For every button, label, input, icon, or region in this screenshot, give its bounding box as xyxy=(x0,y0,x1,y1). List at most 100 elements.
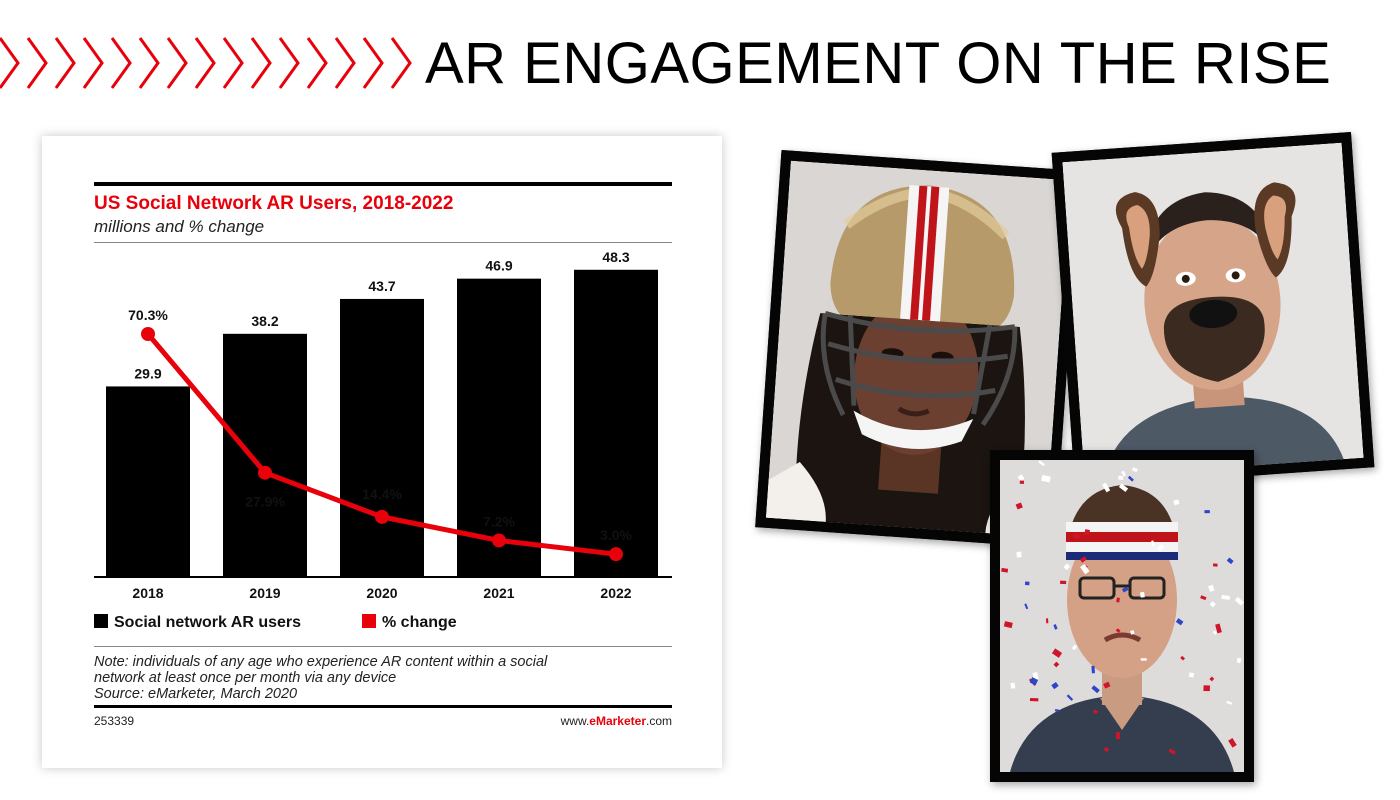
legend-label-users: Social network AR users xyxy=(114,614,301,631)
confetti-piece xyxy=(1091,665,1095,674)
confetti-piece xyxy=(1115,628,1121,633)
confetti-piece xyxy=(1072,532,1080,539)
chevron-icon xyxy=(250,37,272,89)
confetti-piece xyxy=(1130,630,1135,635)
note-line-1: Note: individuals of any age who experie… xyxy=(94,654,548,670)
pct-value-label-2022: 3.0% xyxy=(600,527,632,543)
helmet-filter-photo xyxy=(755,149,1081,549)
confetti-piece xyxy=(1118,475,1124,481)
chevron-icon xyxy=(222,37,244,89)
bottom-rule xyxy=(94,705,672,708)
top-rule xyxy=(94,182,672,186)
x-axis-line xyxy=(94,576,672,578)
confetti-piece xyxy=(1029,677,1039,686)
chart-card: US Social Network AR Users, 2018-2022 mi… xyxy=(42,136,722,768)
confetti-piece xyxy=(1212,563,1218,567)
source-url-prefix: www. xyxy=(560,714,590,728)
legend-swatch-users xyxy=(94,614,108,628)
confetti-piece xyxy=(1228,738,1237,748)
confetti-piece xyxy=(1204,510,1210,514)
confetti-piece xyxy=(1045,618,1049,624)
confetti-piece xyxy=(1168,748,1176,755)
bar-value-label-2021: 46.9 xyxy=(485,258,512,274)
pct-point-2021 xyxy=(492,533,506,548)
legend-swatch-change xyxy=(362,614,376,628)
pct-point-2019 xyxy=(258,465,272,480)
source-url: www.eMarketer.com xyxy=(560,714,672,728)
confetti-piece xyxy=(1017,474,1025,482)
confetti-piece xyxy=(1102,482,1111,493)
confetti-piece xyxy=(1208,584,1215,592)
bar-2021 xyxy=(457,278,541,576)
chevron-icon xyxy=(138,37,160,89)
chevron-icon xyxy=(26,37,48,89)
confetti-piece xyxy=(1063,563,1071,571)
chart-id: 253339 xyxy=(94,714,134,728)
confetti-piece xyxy=(1226,557,1234,565)
confetti-piece xyxy=(1003,621,1013,629)
confetti-piece xyxy=(1053,661,1060,668)
chevron-icon xyxy=(278,37,300,89)
confetti-piece xyxy=(1173,499,1180,506)
confetti-piece xyxy=(1121,470,1127,477)
chevron-icon xyxy=(390,37,412,89)
pct-value-label-2019: 27.9% xyxy=(245,494,285,510)
source-line: Source: eMarketer, March 2020 xyxy=(94,686,297,702)
x-tick-2019: 2019 xyxy=(249,585,280,601)
confetti-piece xyxy=(1212,630,1218,635)
confetti-piece xyxy=(1041,475,1051,483)
confetti-piece xyxy=(1001,567,1009,573)
chevron-decoration-icon xyxy=(0,37,412,89)
confetti-piece xyxy=(1151,540,1155,546)
bar-line-chart: US Social Network AR Users, 2018-2022 mi… xyxy=(94,182,672,728)
confetti-headband-filter-photo xyxy=(990,450,1254,782)
bar-2019 xyxy=(223,333,307,576)
bar-2020 xyxy=(340,298,424,576)
x-tick-2022: 2022 xyxy=(600,585,631,601)
confetti-piece xyxy=(1118,483,1129,493)
chevron-icon xyxy=(82,37,104,89)
confetti-piece xyxy=(1029,697,1039,702)
confetti-piece xyxy=(1091,685,1100,694)
confetti-piece xyxy=(1051,648,1063,658)
confetti-piece xyxy=(1209,601,1216,608)
confetti-piece xyxy=(1066,694,1074,701)
confetti-piece xyxy=(1019,480,1025,484)
confetti-piece xyxy=(1071,644,1078,651)
confetti-piece xyxy=(1121,586,1129,593)
x-tick-2021: 2021 xyxy=(483,585,514,601)
bar-value-label-2018: 29.9 xyxy=(134,365,161,381)
note-line-2: network at least once per month via any … xyxy=(94,670,396,686)
chevron-icon xyxy=(166,37,188,89)
confetti-piece xyxy=(1080,564,1090,575)
confetti-piece xyxy=(1234,596,1244,606)
legend-label-change: % change xyxy=(382,614,457,631)
chevron-icon xyxy=(362,37,384,89)
source-url-suffix: .com xyxy=(646,714,672,728)
confetti-piece xyxy=(1180,655,1186,661)
confetti-piece xyxy=(1209,676,1215,682)
confetti-piece xyxy=(1139,591,1145,598)
pct-value-label-2018: 70.3% xyxy=(128,307,168,323)
dog-filter-icon xyxy=(1062,142,1364,478)
confetti-piece xyxy=(1157,544,1165,552)
confetti-piece xyxy=(1188,672,1195,678)
legend: Social network AR users % change xyxy=(94,614,457,631)
pct-point-2022 xyxy=(609,547,623,562)
confetti-piece xyxy=(1016,551,1022,558)
confetti-piece xyxy=(1010,682,1016,689)
slide-title: AR ENGAGEMENT ON THE RISE xyxy=(425,31,1332,96)
confetti-piece xyxy=(1175,618,1184,626)
chevron-icon xyxy=(54,37,76,89)
bar-value-label-2020: 43.7 xyxy=(368,278,395,294)
confetti-piece xyxy=(1115,731,1121,740)
bar-value-label-2022: 48.3 xyxy=(602,249,629,265)
title-divider xyxy=(94,242,672,243)
bar-value-label-2019: 38.2 xyxy=(251,313,278,329)
pct-value-label-2021: 7.2% xyxy=(483,513,515,529)
confetti-piece xyxy=(1060,580,1067,585)
confetti-piece xyxy=(1221,594,1230,600)
chart-title: US Social Network AR Users, 2018-2022 xyxy=(94,193,453,214)
confetti-piece xyxy=(1092,709,1099,715)
confetti-piece xyxy=(1084,529,1091,536)
